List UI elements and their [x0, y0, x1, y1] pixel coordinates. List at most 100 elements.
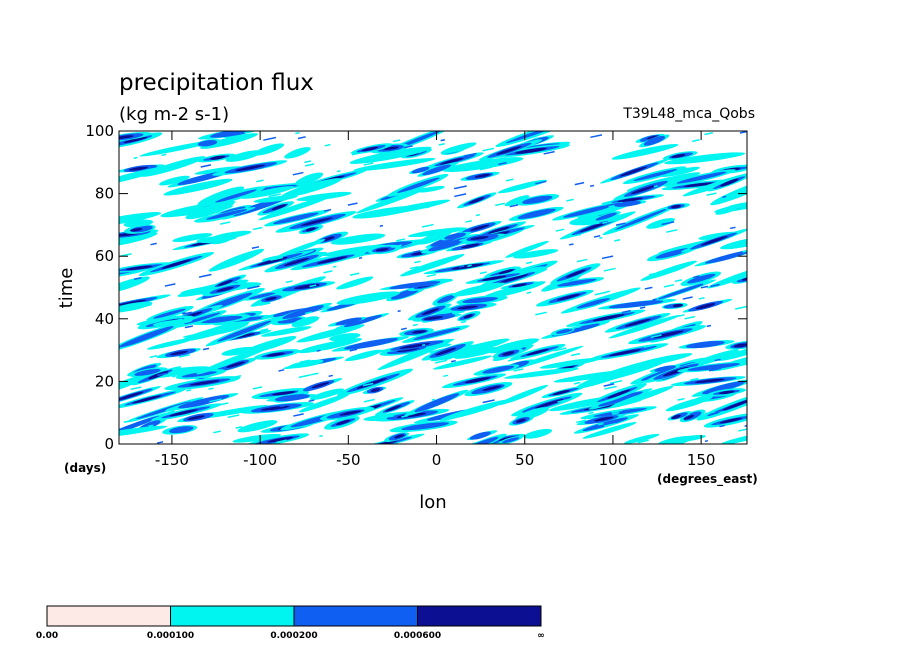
precip-speck [543, 150, 555, 155]
precip-speck [738, 427, 747, 432]
precip-speck [566, 198, 574, 202]
colorbar: 0.00 0.000100 0.000200 0.000600 ∞ [36, 605, 545, 641]
precip-cell [702, 381, 745, 395]
precip-speck [590, 134, 603, 139]
precip-speck [677, 397, 685, 401]
precip-speck [700, 285, 709, 289]
precip-speck [389, 414, 395, 418]
precip-cell [630, 185, 656, 195]
x-axis-units: (degrees_east) [657, 472, 758, 487]
precip-cell [654, 365, 676, 372]
precip-cell [555, 328, 573, 334]
precip-cell [611, 143, 679, 160]
precip-speck [568, 325, 582, 330]
precip-speck [295, 131, 300, 135]
colorbar-label: 0.000200 [270, 631, 317, 641]
precip-cell [185, 202, 234, 220]
precip-cell [652, 330, 684, 339]
precip-cell [523, 428, 553, 439]
precip-cell [467, 436, 499, 444]
precip-cell [322, 244, 387, 257]
precip-speck [173, 318, 183, 322]
chart-units: (kg m-2 s-1) [119, 104, 229, 125]
precip-cell [311, 382, 330, 389]
precip-cell [617, 197, 643, 203]
precip-speck [597, 422, 604, 426]
precip-cell [119, 212, 162, 228]
precip-speck [299, 191, 309, 196]
precip-speck [268, 193, 281, 198]
precip-speck [336, 170, 341, 173]
precip-speck [182, 311, 192, 315]
precip-speck [509, 204, 519, 208]
precip-cell [423, 316, 444, 320]
precip-speck [603, 422, 616, 427]
colorbar-label: 0.000100 [147, 631, 194, 641]
precip-cell [497, 384, 548, 406]
precip-cell [556, 293, 580, 301]
precip-cell [488, 338, 540, 354]
precip-cell [221, 346, 256, 356]
precip-speck [421, 223, 434, 228]
precip-cell [481, 275, 507, 281]
precip-cell [276, 239, 326, 258]
precip-cell [416, 185, 445, 193]
precip-speck [184, 325, 194, 329]
precip-cell [442, 157, 524, 172]
precip-speck [460, 320, 467, 324]
precip-cell [152, 308, 186, 319]
precip-cell [126, 265, 153, 271]
precip-speck [643, 343, 657, 349]
precip-cell [440, 142, 477, 154]
precip-cell [432, 355, 493, 370]
precip-speck [146, 303, 152, 307]
precip-speck [706, 192, 717, 196]
precip-speck [535, 180, 547, 185]
precip-cell [271, 204, 287, 211]
precip-cell [397, 177, 440, 193]
precip-cell [206, 209, 248, 220]
precip-speck [172, 375, 176, 378]
precip-speck [570, 378, 579, 383]
precip-speck [443, 374, 449, 378]
precip-cell [720, 178, 739, 187]
precip-speck [526, 261, 533, 265]
precip-speck [684, 315, 695, 320]
x-tick-label: -100 [243, 451, 277, 469]
precip-speck [576, 258, 588, 263]
precip-cell [608, 300, 664, 309]
precip-cell [260, 405, 290, 411]
precip-speck [213, 430, 221, 434]
precip-cell [170, 350, 188, 356]
precip-speck [533, 137, 539, 140]
precip-cell [646, 135, 659, 140]
precip-cell [282, 305, 324, 319]
precip-cell [408, 227, 467, 238]
precip-cell [119, 425, 168, 439]
precip-speck [362, 382, 374, 387]
y-axis: 0 20 40 60 80 100 [85, 122, 747, 453]
precip-cell [370, 388, 381, 393]
precip-cell [284, 147, 311, 159]
precip-cell [498, 274, 528, 284]
colorbar-segment [46, 605, 171, 627]
precip-speck [505, 178, 514, 182]
precip-speck [644, 286, 653, 290]
precip-speck [208, 387, 214, 390]
precip-cell [462, 297, 498, 304]
precip-cell [226, 361, 246, 368]
precip-cell [187, 415, 205, 420]
precip-cell [352, 205, 419, 219]
precip-cell [401, 422, 449, 431]
precip-speck [253, 166, 265, 171]
precip-speck [438, 143, 445, 146]
precip-cell [215, 189, 257, 203]
precip-speck [412, 250, 421, 254]
precip-speck [454, 193, 467, 198]
y-axis-units: (days) [64, 461, 106, 475]
precip-cell [687, 273, 716, 284]
precip-speck [593, 234, 601, 238]
precip-cell [235, 164, 266, 172]
precip-speck [414, 260, 421, 264]
precip-speck [706, 324, 712, 328]
